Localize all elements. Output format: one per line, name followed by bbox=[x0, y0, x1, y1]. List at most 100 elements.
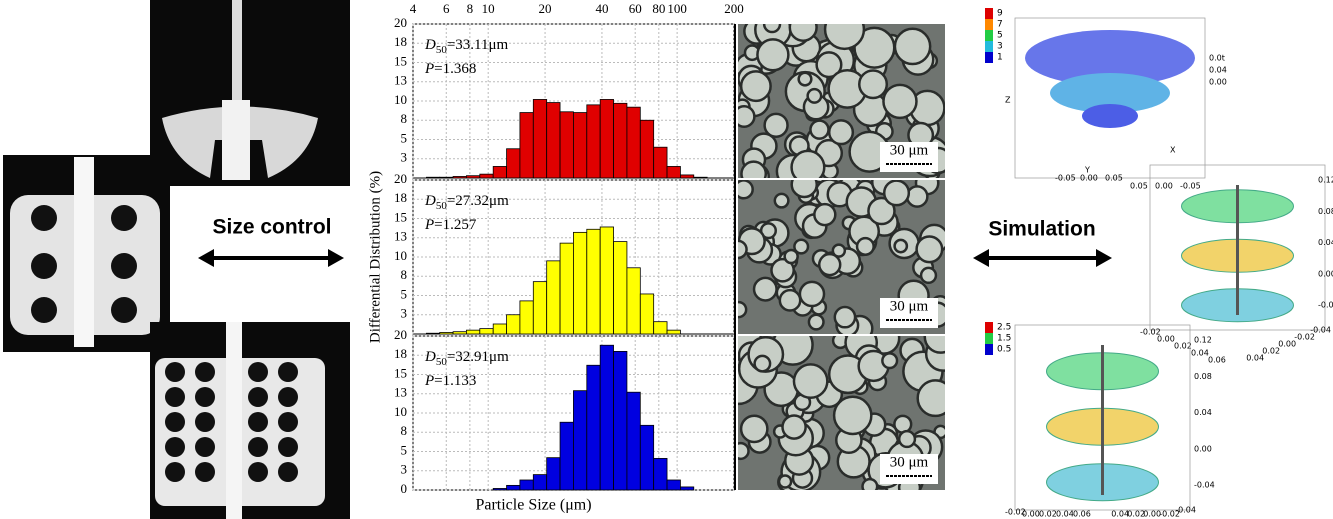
y-tick-label: 10 bbox=[394, 404, 407, 419]
axis-tick-label: 0.00 bbox=[1022, 510, 1040, 519]
y-tick-label: 13 bbox=[394, 229, 407, 244]
bar bbox=[639, 119, 655, 179]
x-tick-label: 200 bbox=[724, 1, 744, 16]
annotation: P=1.257 bbox=[424, 217, 477, 233]
bar bbox=[492, 166, 507, 179]
bar bbox=[532, 281, 548, 335]
bar bbox=[546, 260, 561, 335]
axis-tick-label: Y bbox=[1084, 166, 1090, 175]
bar bbox=[573, 231, 588, 335]
bar bbox=[666, 329, 681, 335]
bar bbox=[599, 344, 614, 491]
x-axis-label: Particle Size (μm) bbox=[475, 497, 591, 514]
bar bbox=[639, 424, 655, 491]
y-tick-label: 8 bbox=[401, 111, 408, 126]
axis-tick-label: -0.04 bbox=[1310, 326, 1331, 335]
micrograph bbox=[738, 336, 945, 490]
x-tick-label: 40 bbox=[595, 1, 608, 16]
x-tick-label: 4 bbox=[410, 1, 417, 16]
colorbar-swatch bbox=[985, 41, 993, 52]
bar bbox=[693, 176, 708, 179]
axis-tick-label: 0.00 bbox=[1278, 340, 1296, 349]
value: =32.91μm bbox=[447, 349, 509, 365]
bar bbox=[639, 293, 655, 335]
bar bbox=[426, 176, 441, 179]
axis-tick-label: 0.08 bbox=[1318, 207, 1333, 216]
bar bbox=[466, 329, 481, 335]
axis-tick-label: 0.00 bbox=[1143, 510, 1161, 519]
annotation: D50=27.32μm bbox=[424, 193, 509, 211]
axis-tick-label: 0.04 bbox=[1318, 238, 1333, 247]
colorbar-swatch bbox=[985, 52, 993, 63]
axis-tick-label: Z bbox=[1005, 96, 1011, 105]
symbol: P bbox=[424, 61, 434, 77]
y-tick-label: 0 bbox=[401, 481, 408, 496]
colorbar-swatch bbox=[985, 19, 993, 30]
y-tick-label: 18 bbox=[394, 190, 407, 205]
axis-tick-label: -0.05 bbox=[1180, 182, 1201, 191]
y-tick-label: 13 bbox=[394, 73, 407, 88]
axis-tick-label: -0.05 bbox=[1055, 174, 1076, 183]
colorbar-swatch bbox=[985, 333, 993, 344]
axis-tick-label: 0.04 bbox=[1056, 510, 1074, 519]
colorbar-swatch bbox=[985, 30, 993, 41]
value: =1.257 bbox=[434, 217, 477, 233]
axis-tick-label: 0.02 bbox=[1174, 342, 1192, 351]
bar bbox=[452, 176, 467, 179]
bar bbox=[586, 364, 601, 491]
y-tick-label: 8 bbox=[401, 423, 408, 438]
axis-tick-label: 0.00 bbox=[1194, 444, 1212, 453]
bar bbox=[519, 479, 534, 491]
scale-bar-label: 30 μm bbox=[890, 142, 929, 158]
value: =27.32μm bbox=[447, 193, 509, 209]
axis-tick-label: 0.04 bbox=[1194, 408, 1212, 417]
axis-tick-label: 0.04 bbox=[1246, 354, 1264, 363]
y-tick-label: 5 bbox=[401, 130, 408, 145]
x-tick-label: 60 bbox=[629, 1, 642, 16]
bar bbox=[466, 175, 481, 179]
colorbar-label: 0.5 bbox=[997, 345, 1011, 355]
y-tick-label: 18 bbox=[394, 34, 407, 49]
annotation: P=1.368 bbox=[424, 61, 476, 77]
y-tick-label: 3 bbox=[401, 306, 408, 321]
plot-box bbox=[1014, 17, 1206, 179]
bar bbox=[492, 323, 507, 335]
y-tick-label: 20 bbox=[394, 15, 407, 30]
axis-tick-label: -0.02 bbox=[1159, 510, 1180, 519]
plot-box bbox=[1149, 164, 1326, 331]
bar bbox=[452, 331, 467, 335]
y-tick-label: 15 bbox=[394, 53, 407, 68]
bar bbox=[626, 267, 641, 335]
axis-tick-label: 0.08 bbox=[1194, 372, 1212, 381]
axis-tick-label: 0.02 bbox=[1127, 510, 1145, 519]
micrograph bbox=[738, 180, 945, 334]
symbol: D bbox=[424, 37, 436, 53]
bar bbox=[653, 146, 668, 179]
micrographs: 30 μm 30 μm 30 μm bbox=[734, 24, 945, 490]
axis-tick-label: 0.12 bbox=[1318, 176, 1333, 185]
axis-tick-label: -0.04 bbox=[1318, 301, 1333, 310]
bar bbox=[546, 457, 561, 491]
y-tick-label: 18 bbox=[394, 346, 407, 361]
bar bbox=[506, 484, 521, 491]
value: =33.11μm bbox=[447, 37, 509, 53]
bar bbox=[586, 228, 601, 335]
y-tick-label: 3 bbox=[401, 462, 408, 477]
subscript: 50 bbox=[436, 356, 448, 368]
axis-tick-label: X bbox=[1170, 146, 1176, 155]
bar bbox=[506, 148, 521, 179]
bar bbox=[426, 332, 441, 335]
colorbar-swatch bbox=[985, 344, 993, 355]
x-tick-label: 100 bbox=[667, 1, 687, 16]
axis-tick-label: 0.0t bbox=[1209, 54, 1225, 63]
y-tick-label: 20 bbox=[394, 327, 407, 342]
bar bbox=[506, 314, 521, 335]
size-control-arrow: Size control bbox=[198, 216, 344, 267]
axis-tick-label: -0.04 bbox=[1175, 506, 1196, 515]
y-tick-label: 15 bbox=[394, 365, 407, 380]
bar bbox=[559, 421, 574, 491]
x-tick-label: 20 bbox=[539, 1, 552, 16]
